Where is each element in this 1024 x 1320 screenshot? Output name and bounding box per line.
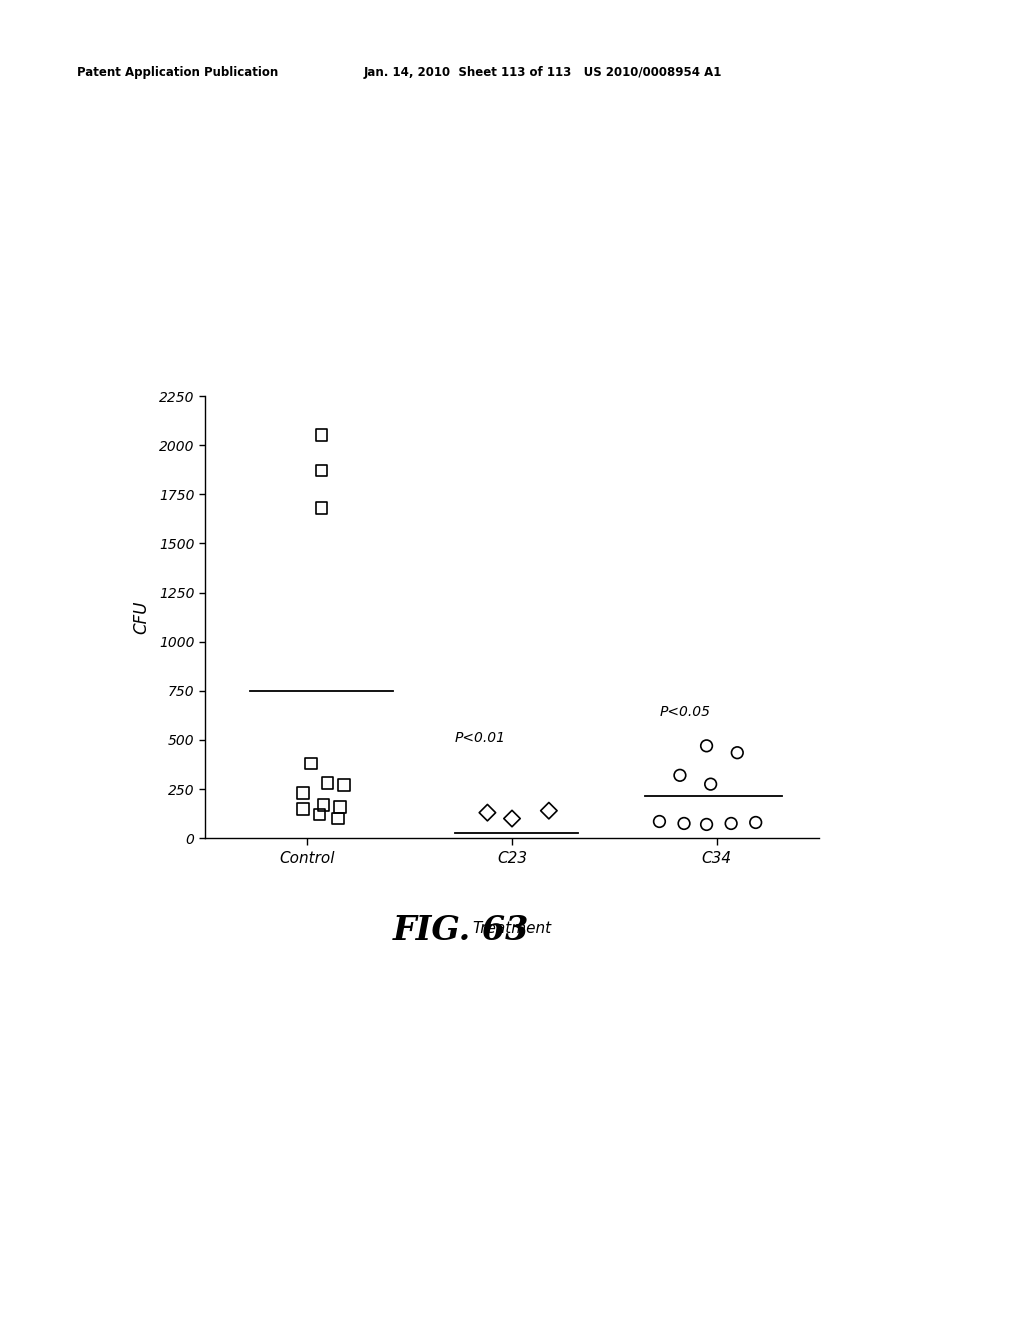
Point [313,425,330,446]
Text: P<0.01: P<0.01 [455,731,506,744]
Point [303,752,319,774]
Point [336,775,352,796]
Y-axis label: CFU: CFU [132,601,151,634]
Point [672,764,688,785]
Point [729,742,745,763]
Point [698,814,715,836]
Point [541,800,557,821]
Point [319,772,336,793]
Point [479,803,496,824]
Point [295,799,311,820]
Text: FIG. 63: FIG. 63 [392,913,529,948]
Point [311,804,328,825]
Text: Patent Application Publication: Patent Application Publication [77,66,279,79]
Text: P<0.05: P<0.05 [659,705,711,719]
Text: Treatment: Treatment [472,921,552,936]
Text: Jan. 14, 2010  Sheet 113 of 113   US 2010/0008954 A1: Jan. 14, 2010 Sheet 113 of 113 US 2010/0… [364,66,722,79]
Point [332,796,348,817]
Point [313,461,330,482]
Point [723,813,739,834]
Point [676,813,692,834]
Point [295,783,311,804]
Point [330,808,346,829]
Point [504,808,520,829]
Point [748,812,764,833]
Point [702,774,719,795]
Point [313,498,330,519]
Point [651,810,668,832]
Point [315,795,332,816]
Point [698,735,715,756]
